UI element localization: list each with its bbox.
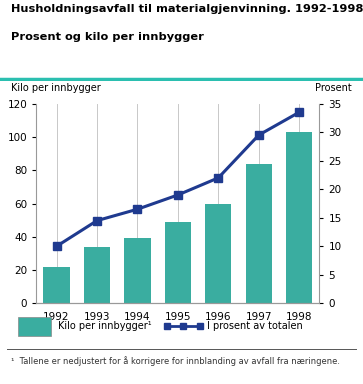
Bar [205,204,232,303]
Bar [124,238,151,303]
Text: Kilo per innbygger¹: Kilo per innbygger¹ [58,321,152,331]
Text: ¹  Tallene er nedjustert for å korrigere for innblanding av avfall fra næringene: ¹ Tallene er nedjustert for å korrigere … [11,356,340,366]
Bar [18,317,51,336]
Text: I prosent av totalen: I prosent av totalen [207,321,303,331]
Bar [84,247,110,303]
Bar [286,132,312,303]
Bar [246,164,272,303]
Text: Husholdningsavfall til materialgjenvinning. 1992-1998.: Husholdningsavfall til materialgjenvinni… [11,4,363,14]
Bar [44,267,70,303]
Text: Prosent og kilo per innbygger: Prosent og kilo per innbygger [11,32,204,42]
Text: Kilo per innbygger: Kilo per innbygger [11,83,101,93]
Bar [165,222,191,303]
Text: Prosent: Prosent [315,83,352,93]
